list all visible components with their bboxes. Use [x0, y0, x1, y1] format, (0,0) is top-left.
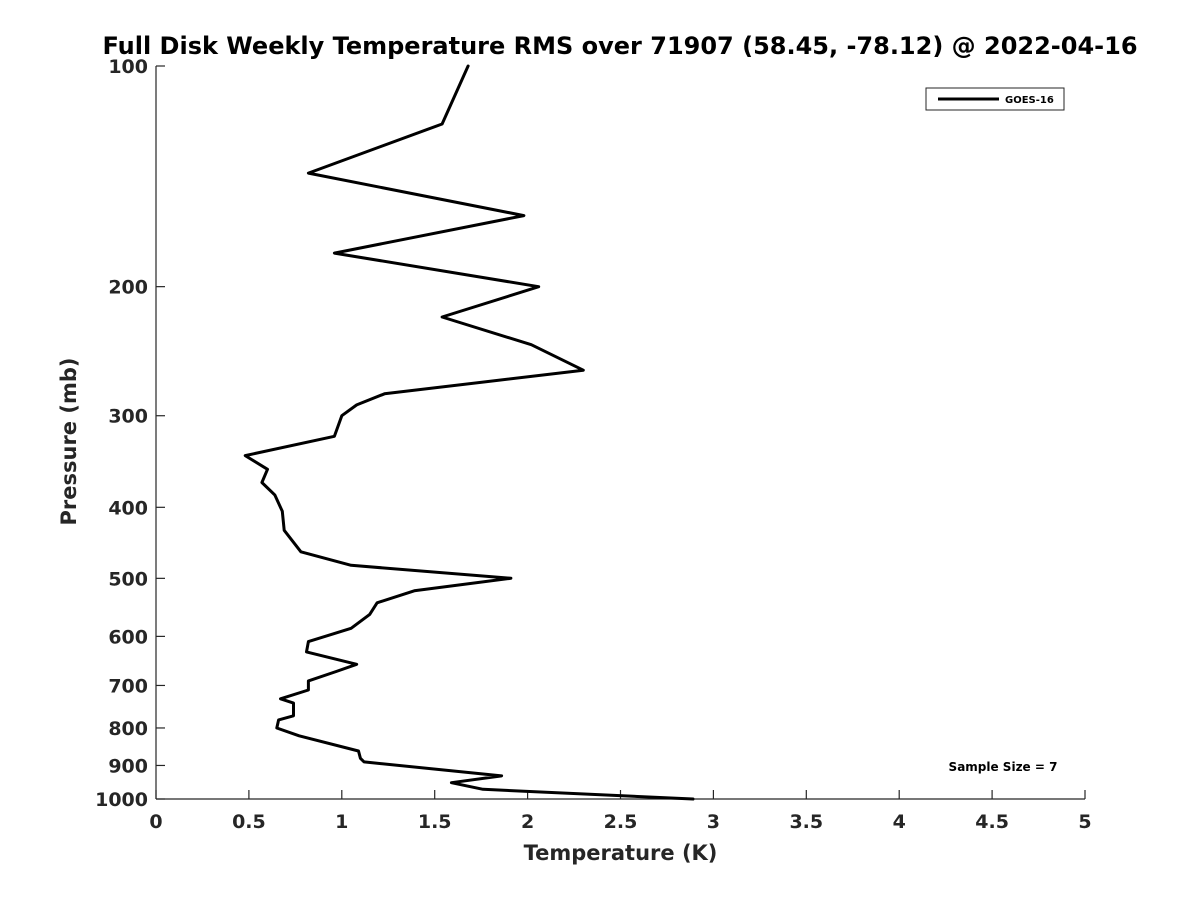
y-tick-label: 600	[108, 626, 148, 648]
x-tick-label: 3.5	[789, 811, 823, 833]
x-tick-label: 2	[521, 811, 534, 833]
y-axis-label: Pressure (mb)	[57, 358, 81, 526]
x-axis-ticks: 0 0.5 1 1.5 2 2.5 3 3.5 4 4.5 5	[149, 790, 1092, 833]
series-group	[243, 64, 695, 801]
x-tick-label: 1.5	[418, 811, 452, 833]
x-tick-label: 4	[893, 811, 906, 833]
x-tick-label: 0	[149, 811, 162, 833]
y-tick-label: 500	[108, 568, 148, 590]
x-tick-label: 0.5	[232, 811, 266, 833]
y-tick-label: 400	[108, 497, 148, 519]
y-axis-ticks: 100 200 300 400 500 600 700 800 900 1000	[95, 56, 165, 811]
x-tick-label: 3	[707, 811, 720, 833]
y-tick-label: 200	[108, 277, 148, 299]
x-tick-label: 2.5	[604, 811, 638, 833]
y-tick-label: 900	[108, 755, 148, 777]
legend-entry-goes-16: GOES-16	[1005, 95, 1054, 106]
sample-size-annotation: Sample Size = 7	[949, 760, 1058, 774]
x-tick-label: 4.5	[975, 811, 1009, 833]
series-line-goes-16	[243, 64, 695, 801]
y-tick-label: 300	[108, 406, 148, 428]
y-tick-label: 1000	[95, 789, 148, 811]
y-tick-label: 100	[108, 56, 148, 78]
y-tick-label: 800	[108, 718, 148, 740]
x-tick-label: 5	[1078, 811, 1091, 833]
x-tick-label: 1	[335, 811, 348, 833]
chart-title: Full Disk Weekly Temperature RMS over 71…	[102, 32, 1137, 60]
y-tick-label: 700	[108, 675, 148, 697]
x-axis-label: Temperature (K)	[524, 841, 718, 865]
legend: GOES-16	[925, 87, 1065, 111]
